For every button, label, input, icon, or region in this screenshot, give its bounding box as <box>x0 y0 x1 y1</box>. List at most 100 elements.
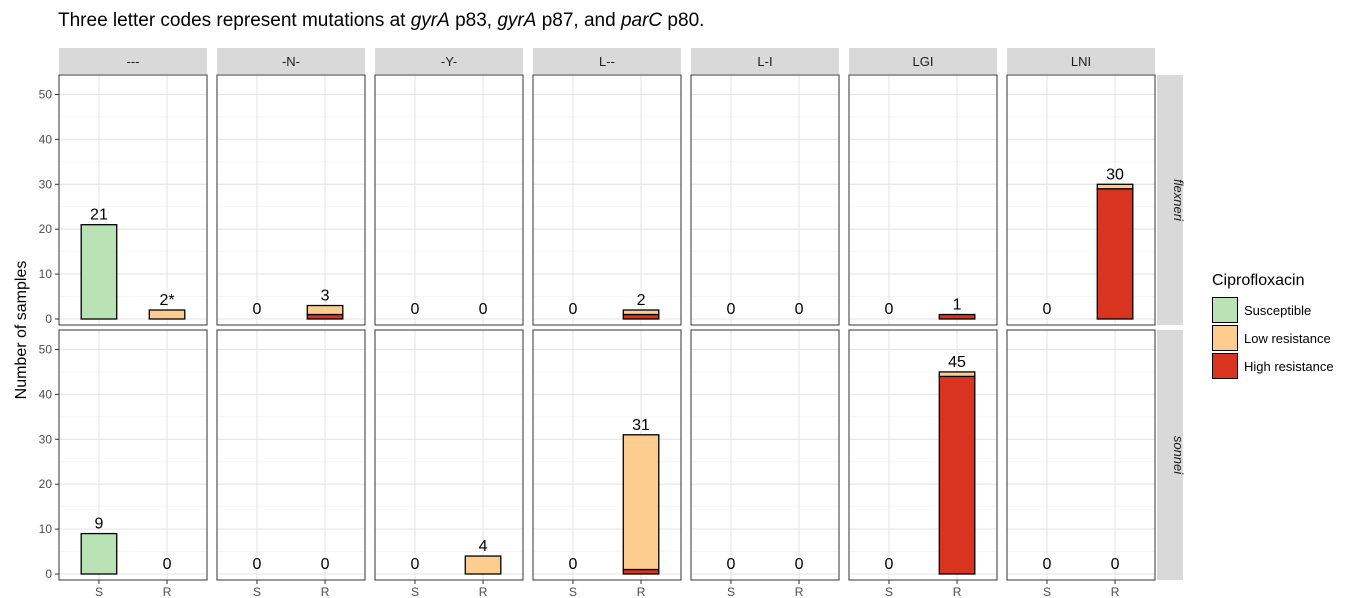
title-gene-name: gyrA <box>410 10 450 31</box>
bar-label: 21 <box>90 207 108 224</box>
bar-segment <box>622 313 660 320</box>
bar-label: 0 <box>163 556 172 573</box>
bar-label: 3 <box>321 288 330 305</box>
legend-title: Ciprofloxacin <box>1212 272 1305 289</box>
x-tick-label: R <box>321 585 330 598</box>
panel-border <box>374 329 524 581</box>
bar-segment <box>306 313 344 320</box>
bar-label: 0 <box>1111 556 1120 573</box>
bar-label: 1 <box>953 297 962 314</box>
legend-items: Susceptible Low resistance High resistance <box>1212 296 1334 380</box>
bar-segment <box>622 568 660 575</box>
facet-row-label: sonnei <box>1171 436 1186 475</box>
x-tick-label: S <box>885 585 893 598</box>
facet-strip <box>59 48 207 74</box>
title-gene-name: parC <box>620 10 663 31</box>
x-tick-label: R <box>163 585 172 598</box>
legend: Ciprofloxacin Susceptible Low resistance H… <box>1212 272 1334 380</box>
panel-border <box>848 74 998 326</box>
panel-background <box>1007 330 1155 580</box>
bar-segment <box>622 434 660 571</box>
title-gene-name: gyrA <box>497 10 537 31</box>
bar-segment <box>1096 183 1134 190</box>
legend-label: Low resistance <box>1244 330 1331 346</box>
x-tick-label: S <box>727 585 735 598</box>
bar-segment <box>80 532 118 575</box>
legend-label: Susceptible <box>1244 302 1312 318</box>
bar-label: 0 <box>885 301 894 318</box>
bar-label: 0 <box>321 556 330 573</box>
panel-background <box>375 330 523 580</box>
bar-segment <box>1096 188 1134 320</box>
bar-segment <box>938 375 976 575</box>
y-axis-title: Number of samples <box>13 261 30 400</box>
y-tick-label: 10 <box>39 522 53 536</box>
panel-background <box>849 75 997 325</box>
facet-strip-label: -Y- <box>441 54 457 69</box>
panel-background <box>533 75 681 325</box>
bar-label: 0 <box>795 301 804 318</box>
bar-label: 31 <box>632 417 650 434</box>
x-tick-label: S <box>253 585 261 598</box>
legend-label: High resistance <box>1244 358 1334 374</box>
facet-strip-label: -N- <box>282 54 300 69</box>
facet-row-label: flexneri <box>1171 179 1186 222</box>
title-text: p87, and <box>536 10 621 31</box>
legend-item: Low resistance <box>1212 324 1334 352</box>
y-tick-label: 40 <box>39 132 53 146</box>
x-tick-label: S <box>569 585 577 598</box>
panel-background <box>217 330 365 580</box>
facet-strip-label: --- <box>127 54 140 69</box>
bar-label: 0 <box>795 556 804 573</box>
panel-border <box>848 329 998 581</box>
legend-item: High resistance <box>1212 352 1334 380</box>
bar-label: 9 <box>95 516 104 533</box>
facet-strip <box>691 48 839 74</box>
bar-segment <box>464 555 502 575</box>
y-tick-label: 20 <box>39 222 53 236</box>
panel-border <box>58 329 208 581</box>
panel-border <box>216 74 366 326</box>
bar-label: 2* <box>159 292 174 309</box>
panel-background <box>691 75 839 325</box>
facet-strip <box>1157 75 1183 325</box>
panel-border <box>216 329 366 581</box>
panel-border <box>1006 74 1156 326</box>
bar-label: 0 <box>885 556 894 573</box>
chart-title: Three letter codes represent mutations a… <box>58 10 704 32</box>
x-tick-label: R <box>1111 585 1120 598</box>
panel-border <box>532 329 682 581</box>
bar-label: 0 <box>569 301 578 318</box>
y-tick-label: 10 <box>39 267 53 281</box>
facet-strip-label: LGI <box>913 54 934 69</box>
panel-background <box>691 330 839 580</box>
title-text: Three letter codes represent mutations a… <box>58 10 411 31</box>
title-text: p80. <box>662 10 705 31</box>
y-tick-label: 0 <box>45 312 52 326</box>
x-tick-label: R <box>795 585 804 598</box>
bar-label: 0 <box>253 301 262 318</box>
y-tick-label: 50 <box>39 87 53 101</box>
bar-label: 4 <box>479 538 488 555</box>
y-tick-label: 20 <box>39 477 53 491</box>
bar-segment <box>80 224 118 320</box>
x-tick-label: S <box>95 585 103 598</box>
bar-label: 0 <box>1043 556 1052 573</box>
bar-segment <box>148 309 186 320</box>
facet-strip-label: L-I <box>757 54 772 69</box>
bar-label: 0 <box>411 301 420 318</box>
panel-border <box>690 74 840 326</box>
bar-label: 2 <box>637 292 646 309</box>
panel-background <box>217 75 365 325</box>
legend-item: Susceptible <box>1212 296 1334 324</box>
y-tick-label: 0 <box>45 567 52 581</box>
facet-strip <box>1157 330 1183 580</box>
title-text: p83, <box>449 10 498 31</box>
bar-label: 0 <box>727 301 736 318</box>
y-tick-label: 30 <box>39 432 53 446</box>
bar-label: 0 <box>569 556 578 573</box>
facet-strip <box>1007 48 1155 74</box>
panel-background <box>375 75 523 325</box>
bar-segment <box>622 309 660 316</box>
